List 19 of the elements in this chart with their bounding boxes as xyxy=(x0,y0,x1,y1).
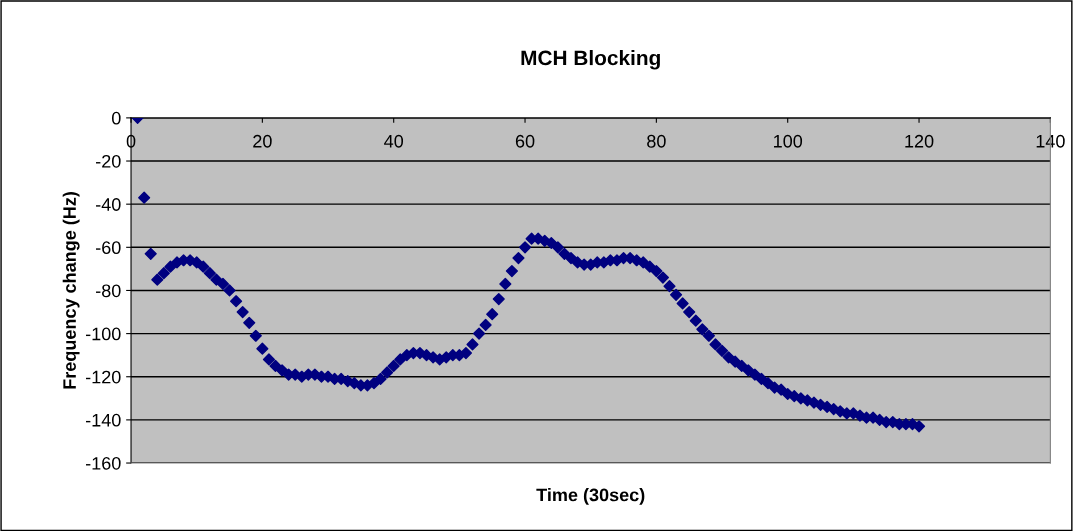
x-tick-label: 120 xyxy=(905,134,934,148)
y-tick-label: 0 xyxy=(111,111,121,125)
x-tick-label: 40 xyxy=(384,134,404,148)
y-tick-label: -120 xyxy=(85,370,121,384)
y-tick-label: -140 xyxy=(85,413,121,427)
x-tick-label: 60 xyxy=(515,134,535,148)
y-tick-label: -100 xyxy=(85,327,121,341)
y-tick-label: -20 xyxy=(96,154,121,168)
x-tick-label: 20 xyxy=(253,134,272,148)
y-axis-title: Frequency change (Hz) xyxy=(62,192,80,389)
chart-title: MCH Blocking xyxy=(521,50,660,70)
y-tick-label: -160 xyxy=(85,456,121,470)
y-tick-label: -60 xyxy=(96,241,121,255)
y-tick-label: -80 xyxy=(96,284,121,298)
x-tick-label: 140 xyxy=(1036,134,1065,148)
x-axis-title: Time (30sec) xyxy=(536,488,645,505)
x-tick-label: 100 xyxy=(774,134,803,148)
x-tick-label: 80 xyxy=(647,134,666,148)
y-tick-label: -40 xyxy=(96,198,121,211)
